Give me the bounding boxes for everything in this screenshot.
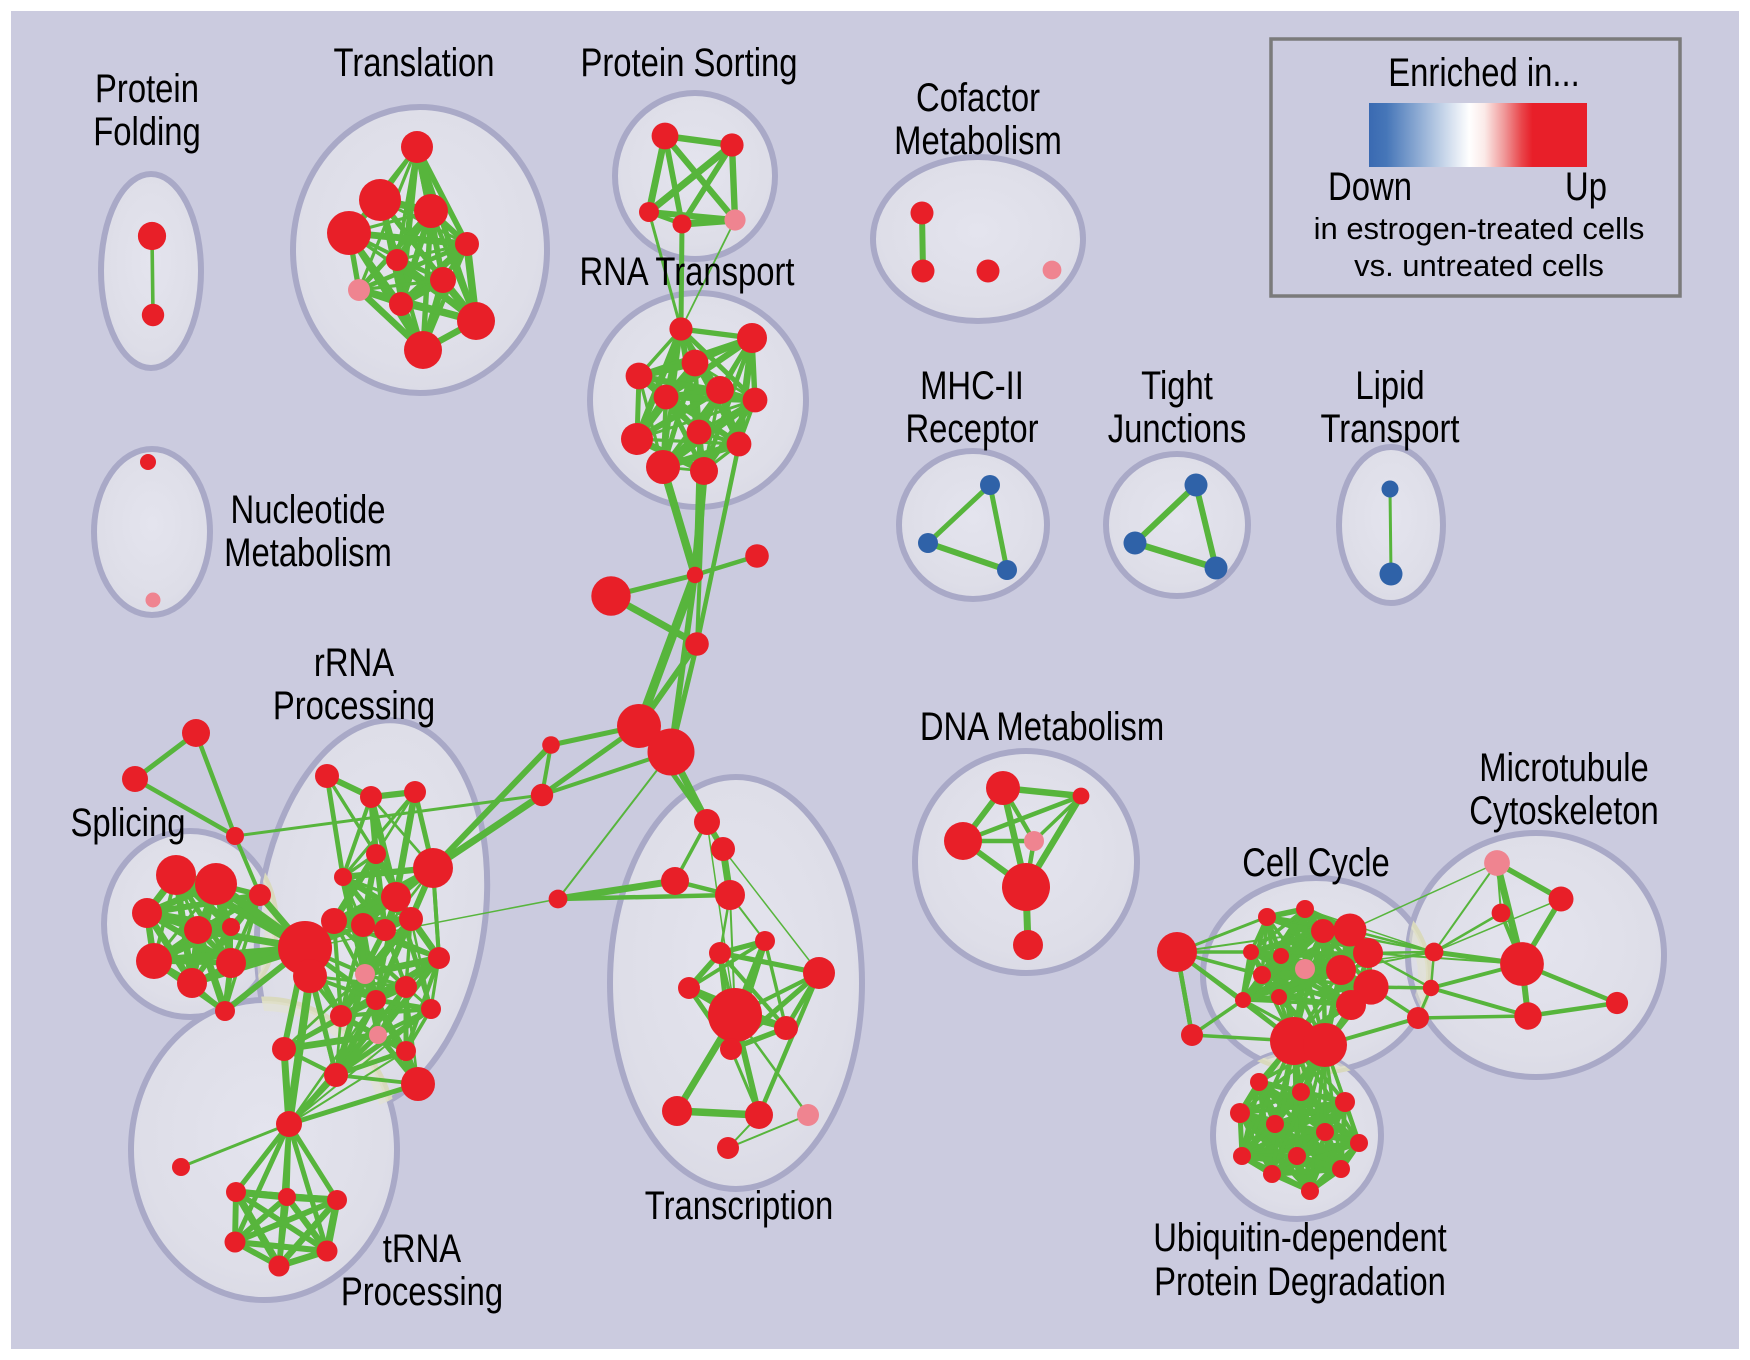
svg-text:Cell Cycle: Cell Cycle — [1242, 841, 1390, 885]
svg-text:Transcription: Transcription — [645, 1184, 833, 1228]
svg-text:Splicing: Splicing — [71, 801, 186, 845]
svg-text:Microtubule: Microtubule — [1479, 746, 1649, 790]
svg-text:Tight: Tight — [1141, 364, 1213, 408]
svg-text:Nucleotide: Nucleotide — [231, 488, 386, 532]
svg-text:Receptor: Receptor — [905, 407, 1038, 451]
svg-text:Enriched in...: Enriched in... — [1388, 51, 1579, 95]
svg-text:vs. untreated cells: vs. untreated cells — [1354, 248, 1604, 283]
svg-text:Protein Degradation: Protein Degradation — [1154, 1260, 1446, 1304]
svg-text:tRNA: tRNA — [383, 1227, 462, 1271]
svg-text:Lipid: Lipid — [1355, 364, 1424, 408]
svg-text:rRNA: rRNA — [314, 641, 394, 685]
svg-text:Up: Up — [1565, 165, 1607, 209]
svg-text:RNA Transport: RNA Transport — [579, 250, 794, 294]
svg-text:Processing: Processing — [341, 1270, 503, 1314]
svg-text:Metabolism: Metabolism — [224, 531, 392, 575]
svg-text:Ubiquitin-dependent: Ubiquitin-dependent — [1153, 1216, 1447, 1260]
svg-text:Cytoskeleton: Cytoskeleton — [1469, 789, 1659, 833]
svg-text:Metabolism: Metabolism — [894, 119, 1062, 163]
svg-text:in estrogen-treated cells: in estrogen-treated cells — [1314, 211, 1645, 246]
svg-text:Cofactor: Cofactor — [916, 76, 1040, 120]
svg-text:Translation: Translation — [334, 41, 495, 85]
svg-text:Protein: Protein — [95, 67, 199, 111]
svg-text:Junctions: Junctions — [1108, 407, 1247, 451]
svg-text:DNA Metabolism: DNA Metabolism — [920, 705, 1164, 749]
svg-text:MHC-II: MHC-II — [920, 364, 1024, 408]
svg-text:Transport: Transport — [1320, 407, 1459, 451]
svg-text:Protein Sorting: Protein Sorting — [581, 41, 798, 85]
svg-text:Processing: Processing — [273, 684, 435, 728]
svg-text:Folding: Folding — [93, 110, 201, 154]
svg-text:Down: Down — [1328, 165, 1412, 209]
